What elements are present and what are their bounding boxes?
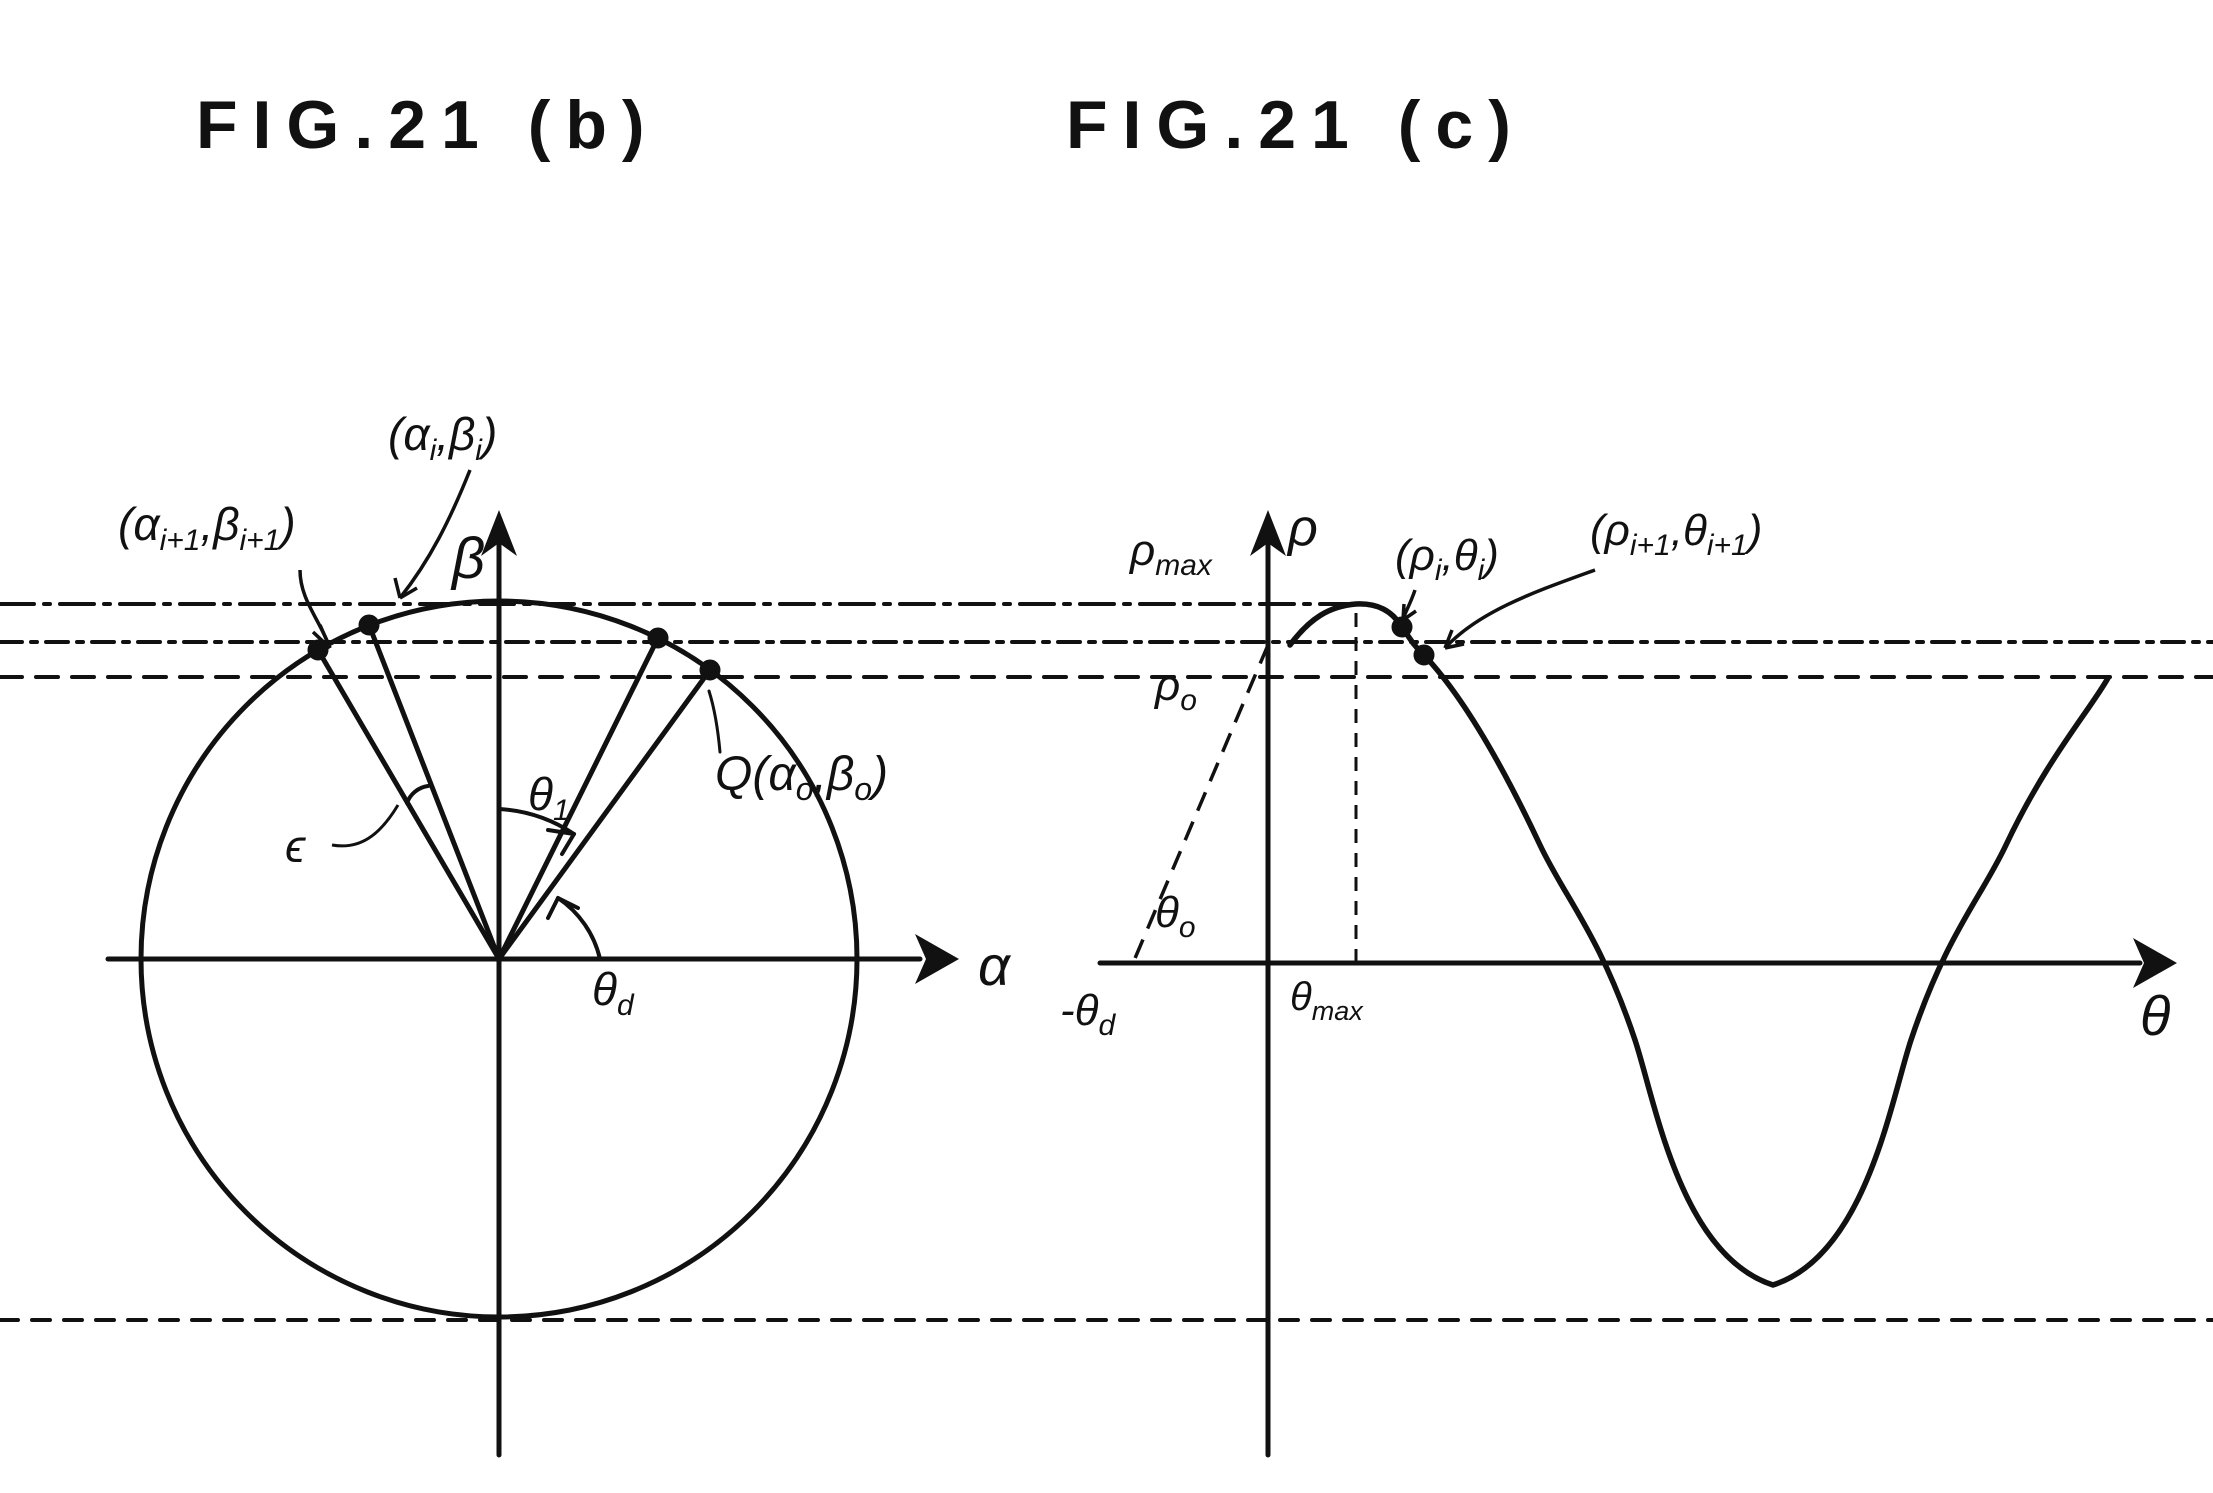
svg-text:θ: θ	[2140, 984, 2170, 1047]
svg-text:FIG.21 (b): FIG.21 (b)	[196, 87, 660, 163]
svg-text:(ρi,θi): (ρi,θi)	[1395, 531, 1499, 587]
svg-text:β: β	[450, 526, 485, 591]
svg-text:FIG.21 (c): FIG.21 (c)	[1066, 87, 1526, 163]
svg-text:ρ: ρ	[1286, 499, 1318, 557]
svg-text:ϵ: ϵ	[285, 820, 306, 872]
svg-text:α: α	[978, 934, 1012, 997]
